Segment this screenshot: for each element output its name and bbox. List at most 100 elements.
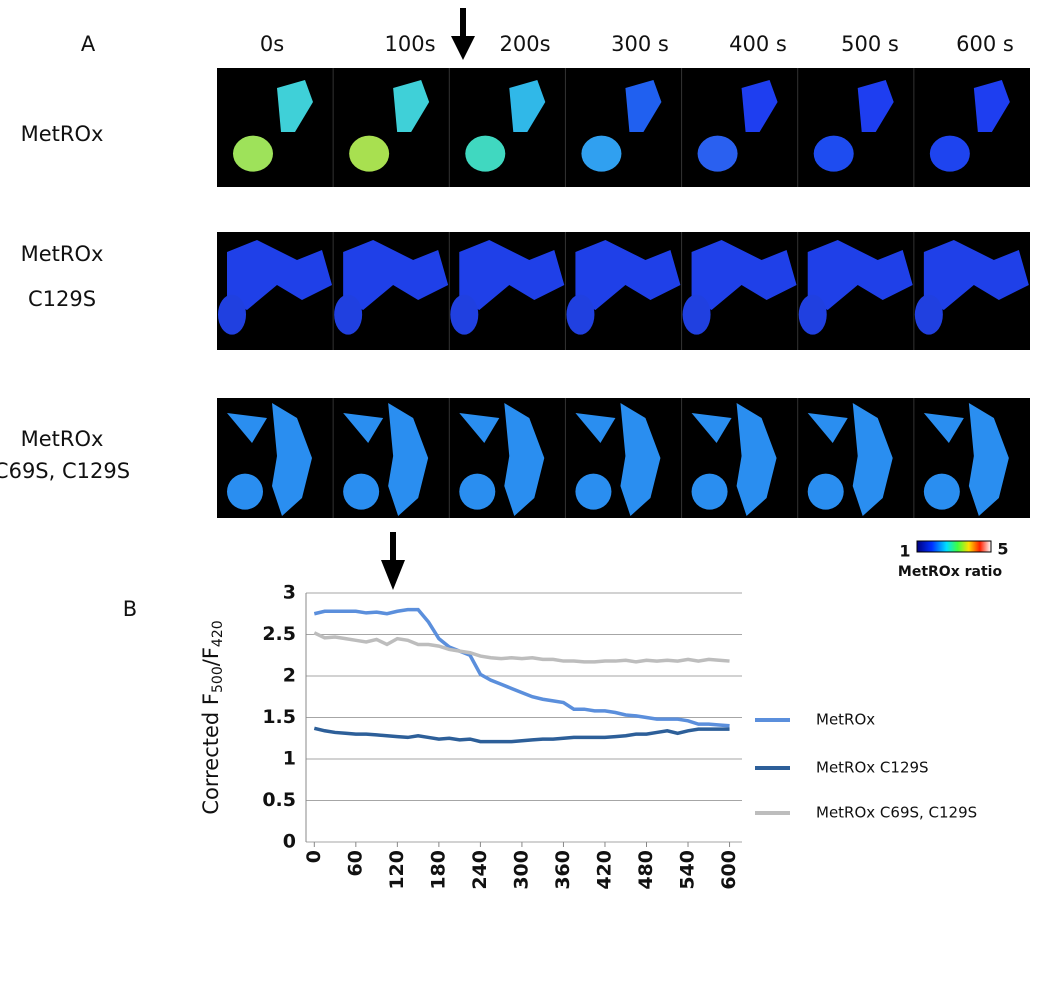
time-label: 400 s bbox=[729, 32, 787, 56]
cell bbox=[807, 473, 844, 510]
line-series bbox=[313, 726, 730, 744]
x-tick-label: 420 bbox=[593, 850, 615, 890]
y-axis-label: Corrected F500/F420 bbox=[199, 620, 226, 814]
cell bbox=[459, 413, 500, 443]
cell bbox=[277, 80, 313, 132]
cell bbox=[857, 80, 894, 132]
row-label: MetROx bbox=[21, 122, 104, 146]
cell bbox=[798, 294, 827, 335]
cell bbox=[923, 413, 964, 443]
x-tick-label: 180 bbox=[427, 850, 449, 890]
cell bbox=[575, 413, 616, 443]
colorbar bbox=[916, 540, 992, 553]
time-label: 200s bbox=[499, 32, 550, 56]
y-tick-label: 0.5 bbox=[262, 789, 296, 811]
cell bbox=[459, 240, 565, 310]
legend-label: MetROx bbox=[816, 711, 875, 729]
cell bbox=[227, 473, 263, 510]
y-tick-label: 0 bbox=[283, 831, 296, 853]
legend-label: MetROx C129S bbox=[816, 759, 929, 777]
cell bbox=[272, 403, 312, 516]
x-tick-label: 0 bbox=[303, 850, 325, 863]
panel-label: B bbox=[123, 597, 137, 621]
arrow bbox=[381, 8, 475, 590]
cell bbox=[566, 294, 595, 335]
cell bbox=[813, 135, 854, 172]
cell bbox=[691, 473, 728, 510]
y-axis-label-part: /F bbox=[199, 647, 223, 666]
cell bbox=[450, 294, 479, 335]
cell bbox=[914, 294, 943, 335]
x-tick-label: 600 bbox=[718, 850, 740, 890]
cell bbox=[691, 240, 797, 310]
cell bbox=[807, 413, 848, 443]
cell bbox=[393, 80, 430, 132]
colorbar-max: 5 bbox=[997, 540, 1008, 559]
time-label: 0s bbox=[260, 32, 284, 56]
row-label: C69S, C129S bbox=[0, 459, 130, 483]
colorbar-min: 1 bbox=[899, 542, 910, 561]
y-axis-label-part: Corrected F bbox=[199, 693, 223, 815]
y-tick-label: 2.5 bbox=[262, 623, 296, 645]
cell bbox=[349, 135, 390, 172]
cell bbox=[968, 403, 1009, 516]
row-label: C129S bbox=[28, 287, 96, 311]
cell bbox=[509, 80, 546, 132]
cell bbox=[227, 240, 332, 310]
cell bbox=[736, 403, 777, 516]
x-tick-label: 540 bbox=[677, 850, 699, 890]
cell bbox=[343, 473, 380, 510]
time-label: 100s bbox=[384, 32, 435, 56]
cell bbox=[697, 135, 738, 172]
cell bbox=[929, 135, 970, 172]
cell bbox=[691, 413, 732, 443]
cell bbox=[227, 413, 267, 443]
time-label: 600 s bbox=[956, 32, 1014, 56]
y-tick-label: 1.5 bbox=[262, 706, 296, 728]
cell bbox=[620, 403, 661, 516]
cell bbox=[343, 413, 384, 443]
cell bbox=[807, 240, 913, 310]
cell bbox=[682, 294, 711, 335]
legend-label: MetROx C69S, C129S bbox=[816, 804, 977, 822]
cell bbox=[923, 240, 1029, 310]
cell bbox=[575, 473, 612, 510]
x-tick-label: 60 bbox=[344, 850, 366, 876]
cell bbox=[852, 403, 893, 516]
x-tick-label: 120 bbox=[386, 850, 408, 890]
image-row bbox=[217, 68, 1030, 187]
y-tick-label: 3 bbox=[283, 582, 296, 604]
cell bbox=[581, 135, 622, 172]
cell bbox=[233, 135, 273, 172]
y-tick-label: 1 bbox=[283, 748, 296, 770]
cell bbox=[343, 240, 449, 310]
cell bbox=[388, 403, 429, 516]
cell bbox=[459, 473, 496, 510]
y-axis-label-part: 420 bbox=[210, 620, 226, 647]
colorbar-label: MetROx ratio bbox=[898, 564, 1003, 580]
y-tick-label: 2 bbox=[283, 665, 296, 687]
cell bbox=[334, 294, 363, 335]
line-series bbox=[313, 631, 730, 664]
cell bbox=[504, 403, 545, 516]
time-label: 300 s bbox=[611, 32, 669, 56]
time-label: 500 s bbox=[841, 32, 899, 56]
line-series bbox=[313, 607, 730, 728]
cell bbox=[465, 135, 506, 172]
x-tick-label: 240 bbox=[469, 850, 491, 890]
y-axis-label-part: 500 bbox=[210, 666, 226, 693]
cell bbox=[218, 294, 246, 335]
row-label: MetROx bbox=[21, 427, 104, 451]
x-tick-label: 360 bbox=[552, 850, 574, 890]
cell bbox=[625, 80, 662, 132]
cell bbox=[575, 240, 681, 310]
cell bbox=[973, 80, 1010, 132]
x-tick-label: 300 bbox=[510, 850, 532, 890]
cell bbox=[923, 473, 960, 510]
panel-label: A bbox=[81, 32, 96, 56]
row-label: MetROx bbox=[21, 242, 104, 266]
image-panels bbox=[217, 68, 1030, 518]
cell bbox=[741, 80, 778, 132]
x-tick-label: 480 bbox=[635, 850, 657, 890]
